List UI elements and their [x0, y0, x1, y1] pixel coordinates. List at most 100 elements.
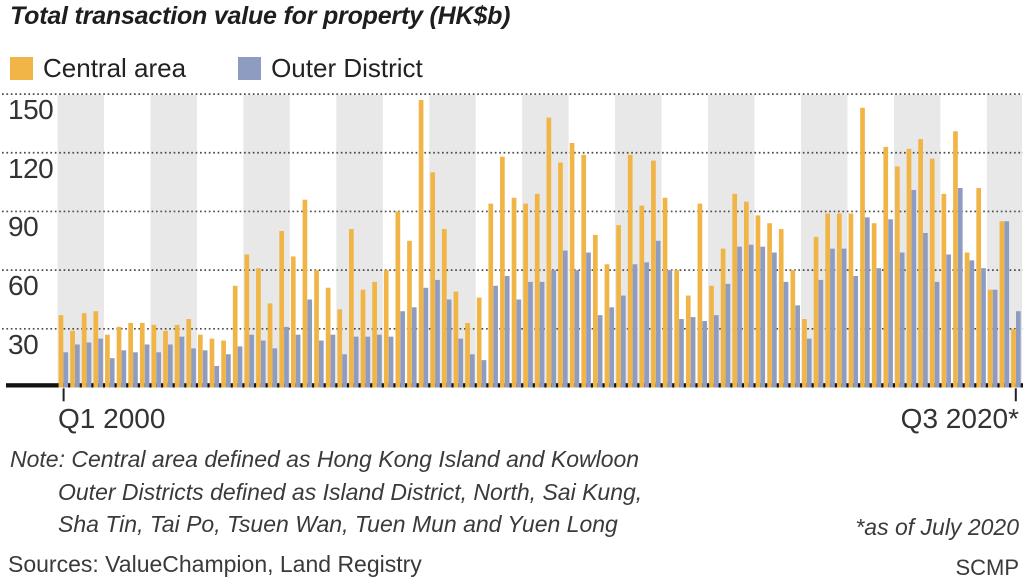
bar-central-q2-2008	[441, 229, 447, 388]
bar-central-q2-2002	[163, 330, 168, 388]
bar-outer-q1-2018	[899, 252, 905, 388]
bar-central-q2-2003	[209, 338, 215, 388]
bar-central-q4-2015	[790, 270, 796, 388]
bar-central-q4-2012	[651, 160, 656, 388]
bar-outer-q1-2006	[342, 354, 347, 388]
bar-outer-q1-2005	[295, 334, 301, 388]
bar-outer-q2-2014	[725, 283, 731, 388]
bar-outer-q2-2018	[911, 189, 917, 388]
legend-label-outer-district: Outer District	[271, 53, 423, 83]
bar-central-q3-2013	[685, 295, 691, 388]
bar-outer-q3-2002	[179, 336, 185, 388]
bar-outer-q1-2016	[806, 338, 812, 388]
central-area-swatch	[10, 57, 33, 80]
note-line-3: Sha Tin, Tai Po, Tsuen Wan, Tuen Mun and…	[58, 511, 618, 537]
bar-central-q1-2015	[755, 215, 761, 388]
bar-outer-q2-2020	[1004, 221, 1010, 388]
bar-outer-q3-2004	[272, 348, 278, 388]
bar-outer-q1-2002	[156, 352, 162, 388]
bar-outer-q2-2003	[214, 365, 220, 388]
bar-central-q3-2011	[592, 234, 598, 388]
bar-central-q2-2020	[999, 221, 1005, 388]
bar-outer-q4-2007	[423, 287, 429, 388]
bar-central-q3-2001	[128, 322, 134, 388]
bar-central-q1-2018	[895, 166, 900, 388]
bar-central-q2-2010	[534, 193, 540, 388]
bar-central-q2-2017	[860, 107, 865, 388]
bar-central-q4-2006	[372, 281, 377, 388]
bar-outer-q1-2001	[109, 358, 115, 388]
bar-central-q3-2008	[453, 291, 459, 388]
bar-central-q1-2012	[616, 225, 621, 388]
bar-central-q3-2018	[918, 139, 923, 388]
bar-outer-q4-2000	[98, 338, 103, 388]
bar-central-q3-2009	[500, 156, 505, 388]
bar-central-q4-2002	[186, 319, 192, 388]
bar-central-q1-2016	[802, 319, 807, 388]
bar-outer-q4-2003	[237, 346, 243, 388]
bar-outer-q4-2012	[655, 240, 661, 388]
y-axis-label-90: 90	[8, 211, 39, 243]
bar-central-q2-2007	[395, 211, 401, 388]
bar-outer-q2-2015	[772, 252, 777, 388]
bar-central-q2-2015	[767, 223, 772, 388]
bar-central-q2-2004	[256, 268, 261, 388]
y-axis-label-150: 150	[8, 94, 54, 126]
bar-outer-q4-2010	[562, 250, 568, 388]
bar-central-q2-2005	[302, 199, 308, 388]
outer-district-swatch	[238, 57, 262, 80]
legend-item-central-area: Central area	[10, 53, 186, 84]
note-line-2: Outer Districts defined as Island Distri…	[58, 478, 643, 505]
bar-central-q3-2014	[732, 193, 738, 388]
bar-outer-q2-2006	[353, 336, 359, 388]
bar-outer-q1-2017	[853, 276, 859, 388]
bar-outer-q2-2009	[493, 285, 498, 388]
bar-central-q3-2017	[871, 223, 877, 388]
bar-outer-q2-2011	[586, 252, 591, 388]
bar-central-q3-2005	[314, 270, 319, 388]
bar-outer-q2-2000	[75, 344, 80, 388]
bar-outer-q2-2008	[446, 299, 452, 388]
bar-outer-q4-2018	[934, 281, 940, 388]
bar-outer-q3-2017	[876, 268, 882, 388]
bar-outer-q3-2003	[226, 354, 231, 388]
axis-tick-q1-2000	[62, 388, 65, 402]
y-axis-label-120: 120	[8, 152, 54, 184]
legend-label-central-area: Central area	[43, 53, 187, 83]
bar-central-q2-2012	[627, 154, 633, 388]
bar-outer-q3-2020	[1015, 311, 1021, 388]
bar-outer-q2-2017	[864, 217, 870, 388]
bar-central-q1-2005	[290, 256, 296, 388]
bar-central-q1-2001	[105, 334, 110, 388]
bar-outer-q4-2013	[702, 320, 708, 388]
bar-outer-q1-2013	[667, 270, 673, 388]
bar-central-q2-2001	[116, 326, 122, 388]
bar-central-q1-2007	[383, 270, 389, 388]
bar-central-q4-2013	[697, 203, 703, 388]
bar-central-q2-2011	[581, 154, 587, 388]
bar-outer-q3-2016	[830, 248, 835, 388]
bar-central-q3-2000	[81, 313, 87, 388]
bar-central-q4-2016	[836, 213, 842, 388]
bar-outer-q3-2001	[133, 352, 138, 388]
bar-outer-q4-2011	[609, 307, 615, 388]
bar-outer-q1-2004	[249, 334, 254, 388]
bar-central-q1-2020	[987, 289, 993, 388]
bar-outer-q2-2007	[400, 311, 405, 388]
x-axis-label-left: Q1 2000	[58, 403, 166, 434]
bar-outer-q1-2014	[713, 315, 719, 388]
bar-outer-q1-2007	[388, 336, 394, 388]
bar-outer-q1-2008	[435, 279, 440, 388]
bar-outer-q2-2016	[818, 279, 824, 388]
bar-central-q3-2019	[964, 252, 970, 388]
bar-outer-q4-2014	[748, 244, 754, 388]
bar-outer-q3-2009	[504, 276, 510, 388]
page-title: Total transaction value for property (HK…	[10, 2, 511, 30]
bar-outer-q4-2017	[888, 219, 893, 388]
bar-central-q4-2010	[558, 162, 563, 388]
bar-outer-q3-2008	[458, 338, 464, 388]
y-axis-label-60: 60	[8, 270, 39, 302]
axis-tick-q3-2020	[1014, 388, 1017, 402]
bar-outer-q2-2010	[539, 281, 545, 388]
